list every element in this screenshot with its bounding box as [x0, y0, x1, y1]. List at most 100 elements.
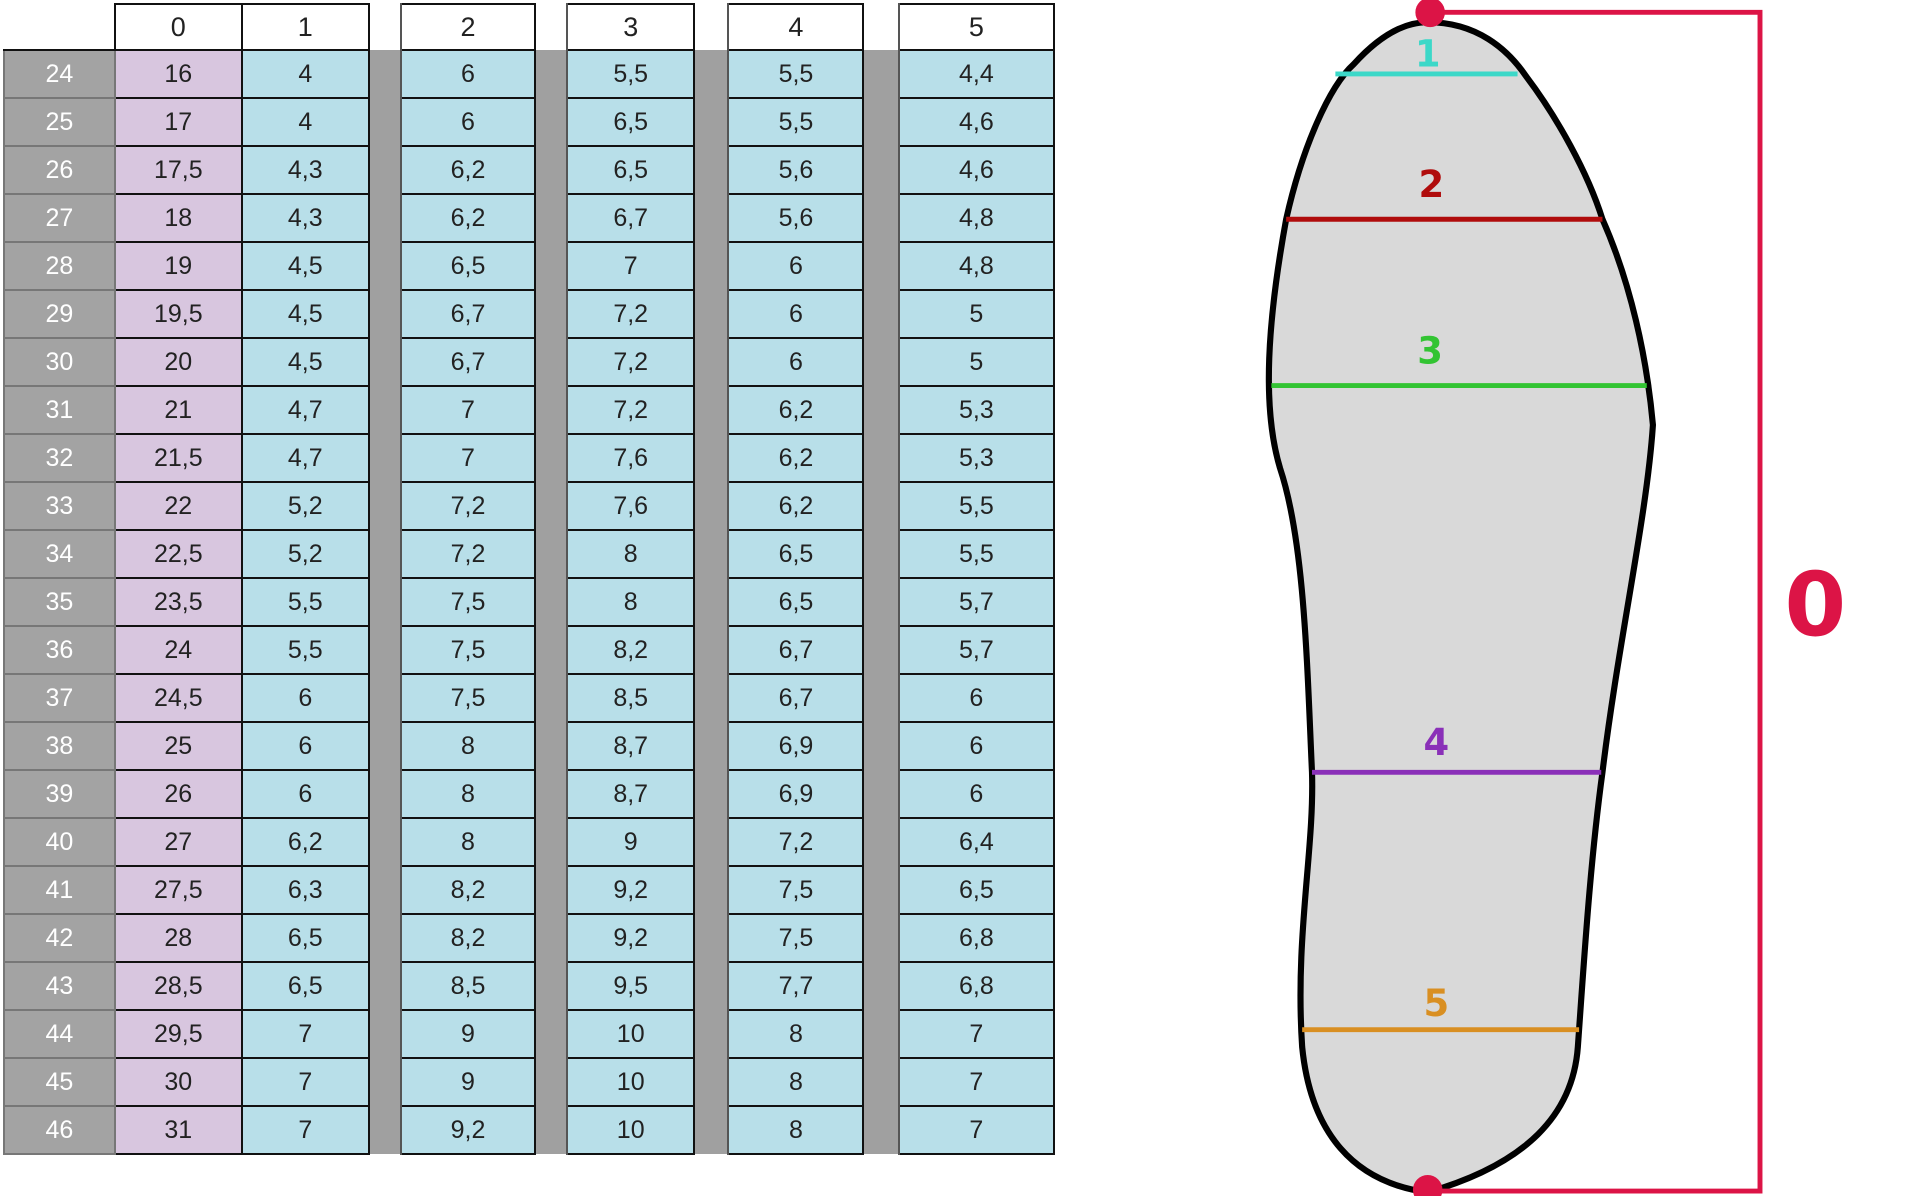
table-cell: 7,2	[399, 481, 537, 531]
column-separator	[533, 674, 569, 722]
table-row: 46 31 7 9,2 10 8 7	[3, 1105, 1056, 1155]
table-cell: 6,7	[727, 625, 865, 675]
column-separator	[862, 98, 900, 146]
table-cell: 4,7	[240, 433, 370, 483]
table-cell: 21,5	[113, 433, 243, 483]
column-separator	[367, 482, 402, 530]
table-row: 38 25 6 8 8,7 6,9 6	[3, 721, 1056, 771]
column-separator	[367, 1010, 402, 1058]
column-separator	[693, 386, 730, 434]
column-separator	[862, 1106, 900, 1154]
table-cell: 6,9	[727, 769, 865, 819]
column-separator	[367, 434, 402, 482]
column-separator	[862, 434, 900, 482]
column-separator	[533, 386, 569, 434]
column-header: 2	[399, 3, 537, 51]
column-separator	[693, 674, 730, 722]
table-cell: 4,5	[240, 337, 370, 387]
table-cell: 7,6	[566, 433, 696, 483]
table-cell: 8,5	[566, 673, 696, 723]
table-cell: 6,2	[727, 481, 865, 531]
column-separator	[533, 194, 569, 242]
row-size-label: 24	[3, 49, 116, 99]
column-separator	[533, 50, 569, 98]
table-cell: 29,5	[113, 1009, 243, 1059]
table-cell: 7,2	[399, 529, 537, 579]
row-size-label: 46	[3, 1105, 116, 1155]
column-separator	[693, 1058, 730, 1106]
row-size-label: 45	[3, 1057, 116, 1107]
column-separator	[367, 194, 402, 242]
column-separator	[862, 386, 900, 434]
row-size-label: 38	[3, 721, 116, 771]
table-cell: 9,2	[566, 865, 696, 915]
column-separator	[693, 866, 730, 914]
table-cell: 7	[399, 385, 537, 435]
column-separator	[367, 1106, 402, 1154]
table-cell: 5,7	[897, 625, 1056, 675]
row-size-label: 37	[3, 673, 116, 723]
column-separator	[862, 4, 900, 50]
size-table: 0 1 2 3 4 5 24 16 4 6 5,5 5,5 4,4 25 17 4 6 6,5 5,5 4,6 26 17…	[3, 3, 1056, 1155]
table-cell: 7,5	[727, 913, 865, 963]
table-cell: 7,2	[566, 385, 696, 435]
row-size-label: 42	[3, 913, 116, 963]
table-cell: 7	[897, 1009, 1056, 1059]
column-separator	[533, 578, 569, 626]
column-separator	[533, 962, 569, 1010]
column-separator	[367, 962, 402, 1010]
row-size-label: 44	[3, 1009, 116, 1059]
table-cell: 24	[113, 625, 243, 675]
table-row: 31 21 4,7 7 7,2 6,2 5,3	[3, 385, 1056, 435]
table-cell: 10	[566, 1105, 696, 1155]
column-separator	[367, 578, 402, 626]
measure-label-3: 3	[1417, 329, 1443, 372]
table-cell: 5,5	[240, 625, 370, 675]
table-cell: 5,7	[897, 577, 1056, 627]
table-cell: 24,5	[113, 673, 243, 723]
column-separator	[533, 242, 569, 290]
row-size-label: 34	[3, 529, 116, 579]
column-separator	[693, 242, 730, 290]
table-cell: 22	[113, 481, 243, 531]
table-cell: 8	[399, 721, 537, 771]
table-cell: 6	[727, 289, 865, 339]
table-cell: 7	[240, 1009, 370, 1059]
table-cell: 6,5	[897, 865, 1056, 915]
table-cell: 8	[727, 1105, 865, 1155]
column-separator	[533, 818, 569, 866]
table-row: 43 28,5 6,5 8,5 9,5 7,7 6,8	[3, 961, 1056, 1011]
table-cell: 4	[240, 49, 370, 99]
table-cell: 6	[240, 769, 370, 819]
table-row: 32 21,5 4,7 7 7,6 6,2 5,3	[3, 433, 1056, 483]
table-cell: 28,5	[113, 961, 243, 1011]
table-cell: 7,5	[727, 865, 865, 915]
column-separator	[693, 290, 730, 338]
table-cell: 8,7	[566, 721, 696, 771]
column-separator	[862, 866, 900, 914]
table-cell: 22,5	[113, 529, 243, 579]
table-cell: 20	[113, 337, 243, 387]
row-size-label: 35	[3, 577, 116, 627]
table-cell: 9,2	[566, 913, 696, 963]
column-separator	[862, 722, 900, 770]
column-separator	[693, 722, 730, 770]
table-cell: 26	[113, 769, 243, 819]
column-separator	[693, 4, 730, 50]
table-cell: 27	[113, 817, 243, 867]
table-cell: 5,5	[727, 49, 865, 99]
table-cell: 5	[897, 337, 1056, 387]
column-separator	[693, 434, 730, 482]
column-separator	[862, 146, 900, 194]
table-row: 37 24,5 6 7,5 8,5 6,7 6	[3, 673, 1056, 723]
table-cell: 7	[897, 1105, 1056, 1155]
column-separator	[367, 4, 402, 50]
table-cell: 8,2	[399, 865, 537, 915]
table-cell: 5,2	[240, 529, 370, 579]
row-size-label: 43	[3, 961, 116, 1011]
column-header: 3	[566, 3, 696, 51]
table-cell: 6,9	[727, 721, 865, 771]
table-cell: 8,7	[566, 769, 696, 819]
length-label: 0	[1785, 554, 1847, 657]
